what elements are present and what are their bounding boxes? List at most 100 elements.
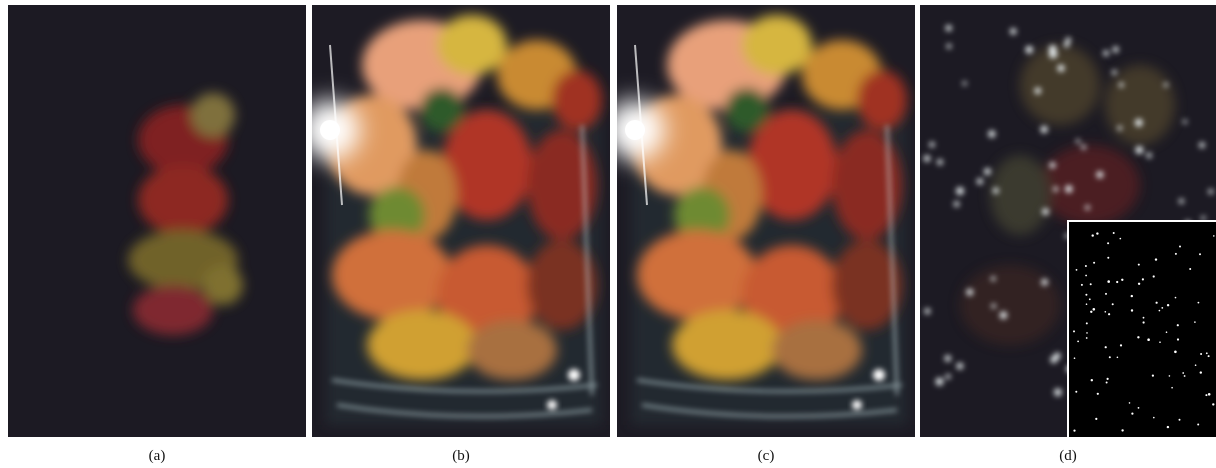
spot <box>1085 293 1088 296</box>
spot <box>1065 37 1071 43</box>
spot <box>1197 423 1200 426</box>
spot <box>1179 245 1181 248</box>
spot <box>1076 139 1080 144</box>
spot <box>1106 377 1109 380</box>
spot <box>935 377 944 386</box>
spot <box>976 178 983 185</box>
spot <box>1111 70 1117 75</box>
spot <box>1213 235 1215 237</box>
spot <box>1135 146 1144 154</box>
caption: (b) <box>452 448 470 464</box>
spot <box>1207 355 1210 358</box>
spot <box>1130 309 1134 312</box>
spot <box>1163 82 1168 87</box>
spot <box>1141 278 1144 281</box>
spot <box>962 81 967 86</box>
caption: (d) <box>1059 448 1077 464</box>
spot <box>1137 263 1140 266</box>
spot <box>1096 232 1099 235</box>
spot <box>956 187 964 195</box>
spot <box>1176 324 1179 327</box>
panel-c <box>605 5 915 437</box>
spot <box>1153 416 1155 419</box>
spot <box>999 311 1008 319</box>
spot <box>1081 144 1086 150</box>
spot <box>1137 336 1140 339</box>
caption: (c) <box>758 448 775 464</box>
spot <box>1134 118 1143 127</box>
spot <box>1174 350 1177 354</box>
spot <box>1166 425 1170 429</box>
spot <box>1065 185 1073 193</box>
spot <box>1095 417 1098 420</box>
spot <box>946 43 952 49</box>
spot <box>1025 45 1033 54</box>
spot <box>1085 322 1088 325</box>
spot <box>1088 298 1091 301</box>
spot <box>1108 356 1111 359</box>
spot <box>1183 375 1186 377</box>
spot <box>1142 316 1145 319</box>
spot <box>991 303 996 309</box>
inset <box>1067 220 1216 437</box>
spot <box>1161 307 1164 309</box>
spot <box>1182 372 1185 374</box>
spot <box>1040 125 1048 134</box>
spot <box>1085 337 1088 339</box>
spot <box>1054 388 1062 397</box>
spot <box>1189 268 1192 270</box>
spot <box>1096 171 1104 179</box>
spot <box>1077 340 1079 343</box>
spot <box>1199 371 1202 374</box>
spot <box>1155 301 1158 304</box>
spot <box>1116 356 1119 359</box>
spot <box>1200 353 1203 355</box>
spot <box>1093 261 1096 264</box>
spot <box>937 159 943 166</box>
spot <box>1212 403 1215 406</box>
spot <box>1128 402 1131 404</box>
spot <box>1117 125 1123 131</box>
spot <box>1137 407 1140 409</box>
spot <box>1171 386 1173 389</box>
spot <box>1130 294 1133 298</box>
spot <box>1121 278 1124 281</box>
spot <box>953 201 960 207</box>
spot <box>956 362 964 370</box>
spot <box>1165 331 1168 334</box>
spot <box>966 288 974 296</box>
spot <box>1057 64 1065 72</box>
spot <box>1121 429 1124 432</box>
spot <box>1063 42 1070 48</box>
spot <box>1201 216 1206 221</box>
spot <box>1108 313 1111 316</box>
spot <box>1085 274 1087 277</box>
spot <box>1103 50 1109 56</box>
spot <box>1053 186 1059 192</box>
spot <box>929 141 935 148</box>
spot <box>1010 28 1017 35</box>
panel-d <box>920 5 1216 437</box>
spot <box>1119 344 1123 347</box>
spot <box>1107 256 1110 259</box>
spot <box>1178 198 1184 204</box>
spot <box>1112 232 1115 234</box>
spot <box>1105 381 1108 384</box>
spot <box>1034 87 1042 95</box>
spot <box>1176 338 1180 341</box>
spot <box>1111 303 1114 306</box>
spot <box>1168 375 1171 377</box>
spot <box>1085 205 1090 211</box>
spot <box>1146 152 1152 159</box>
spot <box>1073 429 1076 432</box>
spot <box>944 355 951 362</box>
spot <box>1084 265 1087 267</box>
spot <box>1199 253 1201 256</box>
spot <box>1142 321 1145 324</box>
spot <box>1208 189 1214 195</box>
spot <box>1205 352 1208 355</box>
spot <box>1116 280 1119 284</box>
spot <box>984 168 991 175</box>
